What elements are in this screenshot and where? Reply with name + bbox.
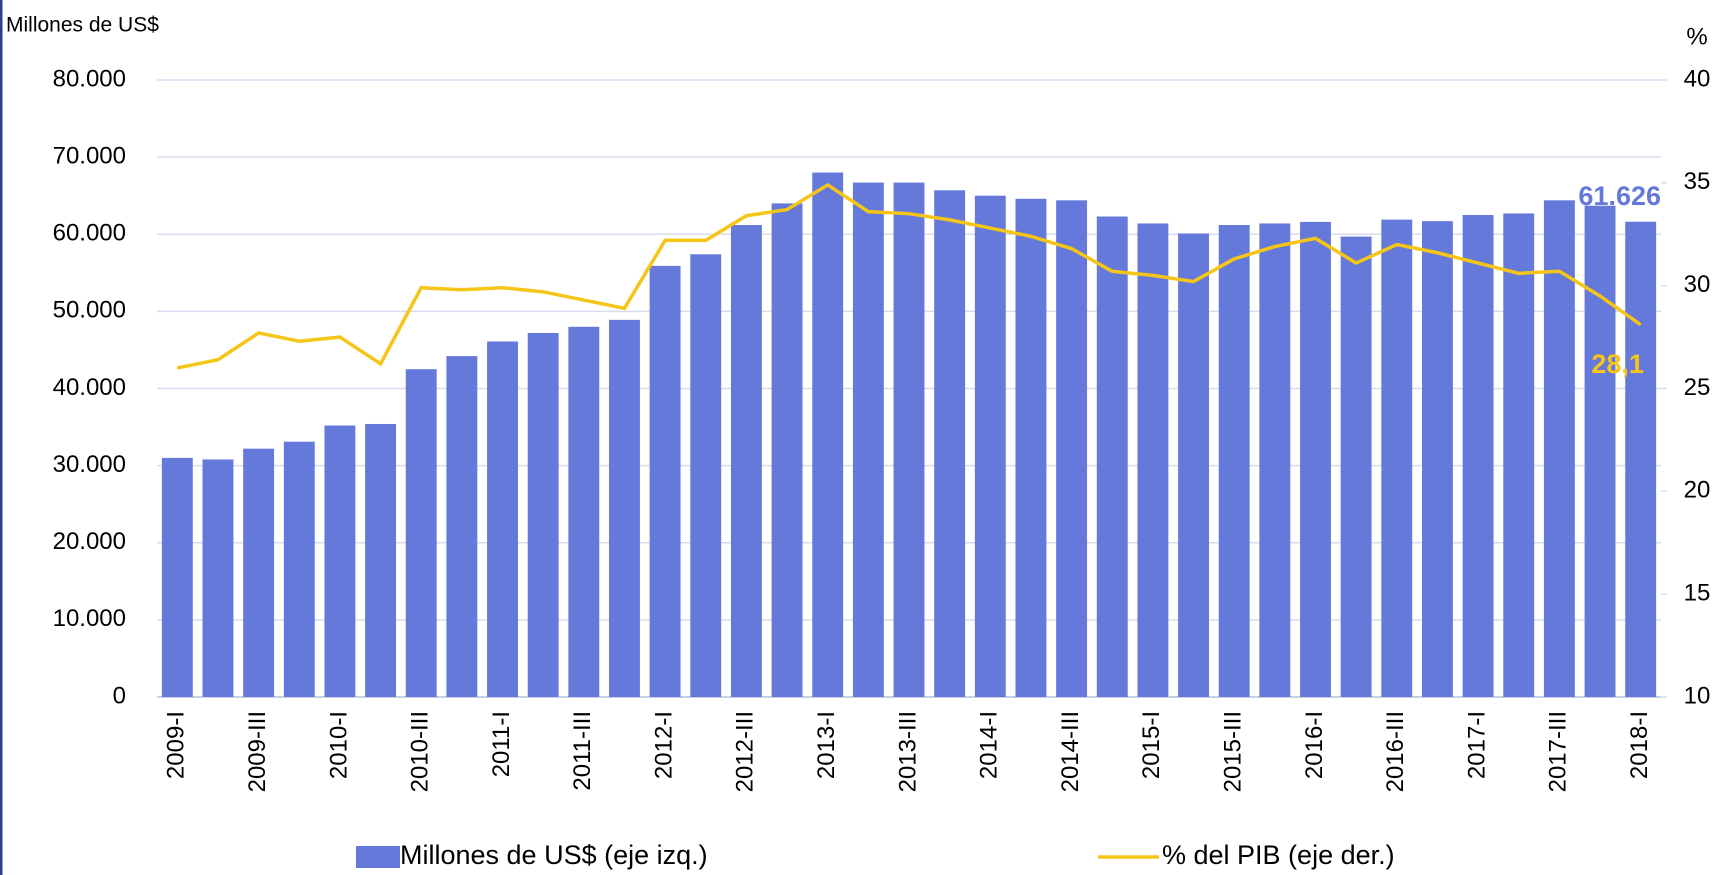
x-tick-label: 2011-III — [569, 711, 596, 791]
x-tick-label: 2016-I — [1301, 711, 1328, 779]
y-tick-label: 50.000 — [53, 297, 126, 324]
y2-tick-label: 25 — [1684, 374, 1711, 401]
bar — [852, 182, 884, 698]
bar — [1218, 224, 1250, 697]
bar — [1259, 223, 1291, 697]
bar — [1625, 221, 1657, 697]
x-tick-label: 2015-III — [1220, 711, 1247, 792]
x-tick-label: 2014-III — [1057, 711, 1084, 792]
x-tick-label: 2009-III — [244, 711, 271, 792]
bar — [202, 459, 234, 697]
bar — [1543, 200, 1575, 697]
bar — [324, 425, 356, 697]
bar-value-label: 61.626 — [1578, 181, 1661, 211]
y-tick-label: 60.000 — [53, 220, 126, 247]
bar — [1584, 205, 1616, 697]
bar — [365, 423, 397, 697]
bar — [1381, 219, 1413, 697]
bar — [527, 332, 559, 697]
bar — [771, 203, 803, 697]
legend-label: % del PIB (eje der.) — [1162, 840, 1395, 870]
bar — [1056, 200, 1088, 697]
y2-tick-label: 40 — [1684, 65, 1711, 92]
bar — [568, 326, 600, 697]
x-tick-label: 2017-I — [1463, 711, 1490, 779]
y2-tick-label: 20 — [1684, 477, 1711, 504]
x-tick-label: 2011-I — [488, 711, 515, 777]
bar — [487, 341, 518, 697]
line-value-label: 28,1 — [1591, 349, 1644, 379]
y-tick-label: 0 — [113, 682, 126, 709]
bar — [649, 265, 681, 697]
bar — [893, 182, 925, 698]
y-tick-label: 30.000 — [53, 451, 126, 478]
bar — [1096, 216, 1128, 698]
y-tick-label: 70.000 — [53, 142, 126, 169]
y2-tick-label: 35 — [1684, 168, 1711, 195]
bar — [1503, 213, 1535, 697]
bar — [812, 172, 844, 698]
bar — [1137, 223, 1169, 697]
bar — [1300, 221, 1331, 697]
y2-axis-label: % — [1686, 23, 1707, 50]
bar — [405, 369, 437, 697]
x-tick-label: 2017-III — [1545, 711, 1572, 792]
bar — [730, 224, 762, 697]
bar — [1015, 198, 1047, 697]
x-tick-label: 2012-I — [650, 711, 677, 779]
y2-tick-label: 30 — [1684, 271, 1711, 298]
x-tick-label: 2010-III — [407, 711, 434, 792]
x-tick-label: 2010-I — [325, 711, 352, 779]
bar — [609, 319, 640, 697]
bar — [1462, 214, 1494, 697]
y2-tick-label: 10 — [1684, 682, 1711, 709]
x-tick-label: 2012-III — [732, 711, 759, 792]
bar — [1340, 236, 1372, 697]
bar — [1421, 221, 1453, 698]
y2-tick-label: 15 — [1684, 580, 1711, 607]
y-tick-label: 10.000 — [53, 605, 126, 632]
x-tick-label: 2013-I — [813, 711, 840, 779]
legend-swatch — [356, 846, 400, 868]
legend-label: Millones de US$ (eje izq.) — [400, 840, 708, 870]
bar — [690, 254, 722, 698]
bar — [934, 190, 966, 697]
x-tick-label: 2016-III — [1382, 711, 1409, 792]
x-tick-label: 2013-III — [894, 711, 921, 792]
x-tick-label: 2014-I — [976, 711, 1003, 779]
bar — [283, 441, 315, 697]
y-tick-label: 40.000 — [53, 374, 126, 401]
x-tick-label: 2009-I — [163, 711, 190, 779]
bar — [446, 356, 478, 697]
bar — [1178, 233, 1209, 697]
y-axis-label: Millones de US$ — [6, 14, 159, 37]
x-tick-label: 2018-I — [1626, 711, 1653, 779]
y-tick-label: 80.000 — [53, 65, 126, 92]
bar — [974, 195, 1006, 697]
bar — [161, 457, 193, 697]
x-tick-label: 2015-I — [1138, 711, 1165, 779]
bar — [243, 448, 275, 697]
line — [176, 182, 1642, 370]
y-tick-label: 20.000 — [53, 528, 126, 555]
